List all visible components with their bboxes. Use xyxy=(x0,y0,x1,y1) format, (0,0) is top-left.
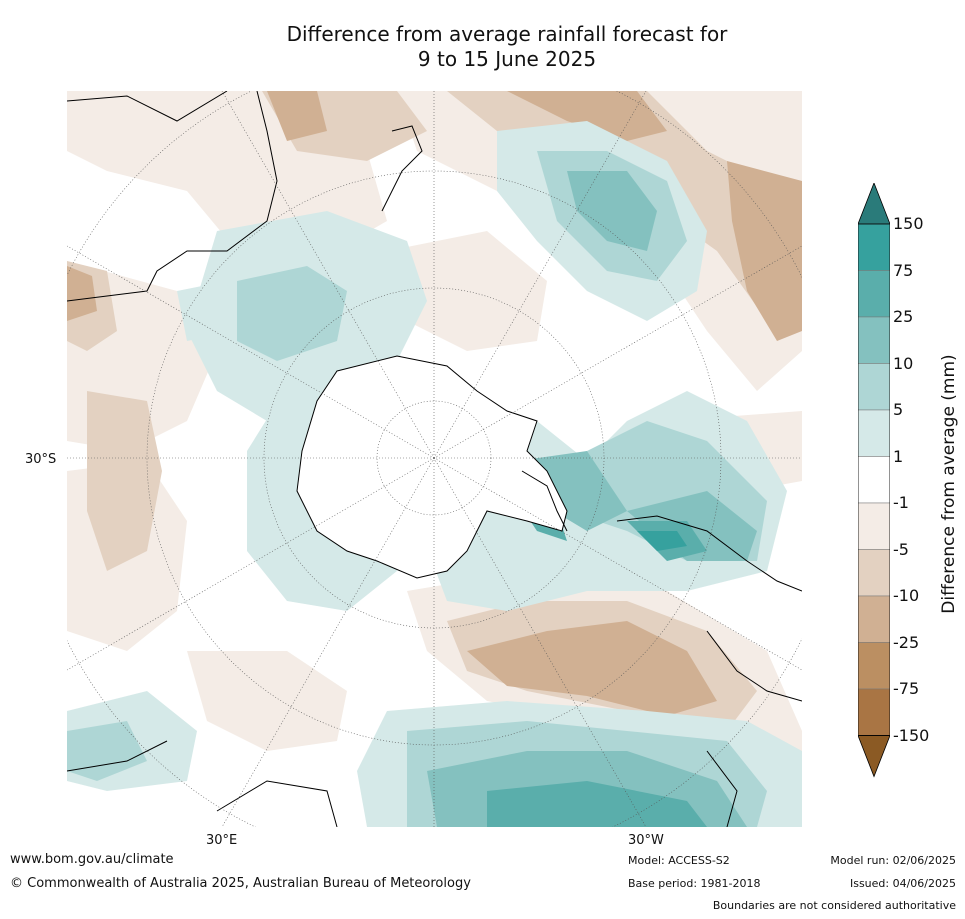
colorbar-tick-label: 150 xyxy=(893,214,924,233)
colorbar-swatch xyxy=(858,502,890,550)
colorbar-tick-label: 75 xyxy=(893,260,914,280)
colorbar-tick-label: 5 xyxy=(893,400,904,419)
footer-model-run: Model run: 02/06/2025 xyxy=(830,854,956,867)
colorbar-title: Difference from average (mm) xyxy=(939,354,959,614)
antarctica-outline xyxy=(296,355,568,579)
colorbar-tick-label: -25 xyxy=(893,632,920,652)
colorbar-tick-label: -150 xyxy=(893,725,930,745)
colorbar-swatch xyxy=(858,595,890,643)
colorbar-swatch xyxy=(858,688,890,736)
longitude-label-30e: 30°E xyxy=(206,833,238,848)
footer-issued: Issued: 04/06/2025 xyxy=(849,877,956,890)
title-line-2: 9 to 15 June 2025 xyxy=(417,47,597,71)
latitude-label-30s: 30°S xyxy=(25,452,57,467)
title-line-1: Difference from average rainfall forecas… xyxy=(286,22,728,46)
colorbar-extend-top xyxy=(858,183,890,225)
graticule xyxy=(67,91,802,827)
colorbar-swatch xyxy=(858,316,890,364)
coastlines xyxy=(67,91,802,827)
colorbar-swatch xyxy=(858,642,890,690)
footer-disclaimer: Boundaries are not considered authoritat… xyxy=(712,899,956,912)
colorbar-tick-label: -5 xyxy=(893,539,909,559)
colorbar-tick-label: -75 xyxy=(893,679,920,698)
colorbar xyxy=(858,183,890,778)
colorbar-tick-label: 1 xyxy=(893,446,904,466)
colorbar-swatch xyxy=(858,270,890,318)
chart-title: Difference from average rainfall forecas… xyxy=(0,22,965,72)
footer-base-period: Base period: 1981-2018 xyxy=(628,877,761,890)
footer-copyright: © Commonwealth of Australia 2025, Austra… xyxy=(10,876,471,891)
colorbar-swatch xyxy=(858,409,890,457)
strong-dry-regions xyxy=(67,91,802,716)
colorbar-tick-label: -1 xyxy=(893,493,909,512)
colorbar-swatch xyxy=(858,549,890,597)
colorbar-swatch xyxy=(858,223,890,271)
colorbar-tick-label: 25 xyxy=(893,307,914,326)
colorbar-tick-label: 10 xyxy=(893,353,914,373)
rainfall-anomaly-map xyxy=(67,91,802,827)
footer-model: Model: ACCESS-S2 xyxy=(628,854,730,867)
colorbar-swatch xyxy=(858,363,890,411)
colorbar-tick-label: -10 xyxy=(893,586,920,605)
extreme-wet-regions xyxy=(637,531,687,551)
colorbar-swatch xyxy=(858,456,890,504)
longitude-label-30w: 30°W xyxy=(628,833,664,848)
footer-url: www.bom.gov.au/climate xyxy=(10,852,174,867)
colorbar-extend-bottom xyxy=(858,735,890,778)
